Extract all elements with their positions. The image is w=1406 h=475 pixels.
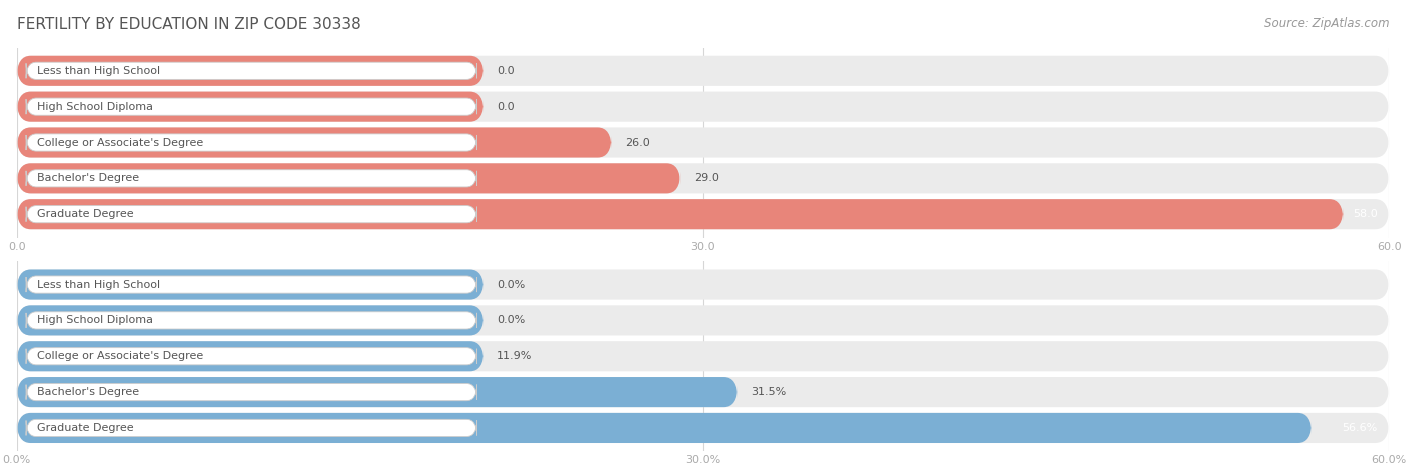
FancyBboxPatch shape [17,56,484,86]
FancyBboxPatch shape [17,199,1343,229]
Text: 0.0: 0.0 [498,102,515,112]
Text: College or Associate's Degree: College or Associate's Degree [38,351,204,361]
FancyBboxPatch shape [17,92,484,122]
FancyBboxPatch shape [17,199,1389,229]
FancyBboxPatch shape [17,377,1389,407]
FancyBboxPatch shape [27,134,477,151]
Text: 0.0%: 0.0% [498,280,526,290]
Text: 56.6%: 56.6% [1343,423,1378,433]
Text: Less than High School: Less than High School [38,280,160,290]
FancyBboxPatch shape [27,419,477,437]
Text: Graduate Degree: Graduate Degree [38,209,134,219]
FancyBboxPatch shape [17,269,1389,300]
Text: Bachelor's Degree: Bachelor's Degree [38,387,139,397]
Text: Graduate Degree: Graduate Degree [38,423,134,433]
Text: High School Diploma: High School Diploma [38,102,153,112]
Text: 29.0: 29.0 [693,173,718,183]
FancyBboxPatch shape [27,348,477,365]
FancyBboxPatch shape [27,383,477,401]
Text: 0.0%: 0.0% [498,315,526,325]
Text: 26.0: 26.0 [626,137,650,148]
FancyBboxPatch shape [17,163,681,193]
FancyBboxPatch shape [17,56,1389,86]
FancyBboxPatch shape [17,127,1389,158]
FancyBboxPatch shape [27,206,477,223]
FancyBboxPatch shape [27,62,477,79]
FancyBboxPatch shape [17,305,1389,335]
Text: 58.0: 58.0 [1353,209,1378,219]
FancyBboxPatch shape [17,305,484,335]
Text: 31.5%: 31.5% [751,387,786,397]
FancyBboxPatch shape [27,312,477,329]
FancyBboxPatch shape [17,377,737,407]
Text: 11.9%: 11.9% [498,351,533,361]
Text: College or Associate's Degree: College or Associate's Degree [38,137,204,148]
FancyBboxPatch shape [17,341,1389,371]
FancyBboxPatch shape [27,276,477,293]
FancyBboxPatch shape [27,170,477,187]
FancyBboxPatch shape [17,413,1312,443]
FancyBboxPatch shape [17,341,484,371]
Text: FERTILITY BY EDUCATION IN ZIP CODE 30338: FERTILITY BY EDUCATION IN ZIP CODE 30338 [17,17,360,32]
Text: High School Diploma: High School Diploma [38,315,153,325]
FancyBboxPatch shape [27,98,477,115]
FancyBboxPatch shape [17,269,484,300]
Text: Source: ZipAtlas.com: Source: ZipAtlas.com [1264,17,1389,29]
Text: Less than High School: Less than High School [38,66,160,76]
Text: 0.0: 0.0 [498,66,515,76]
FancyBboxPatch shape [17,127,612,158]
FancyBboxPatch shape [17,163,1389,193]
Text: Bachelor's Degree: Bachelor's Degree [38,173,139,183]
FancyBboxPatch shape [17,413,1389,443]
FancyBboxPatch shape [17,92,1389,122]
